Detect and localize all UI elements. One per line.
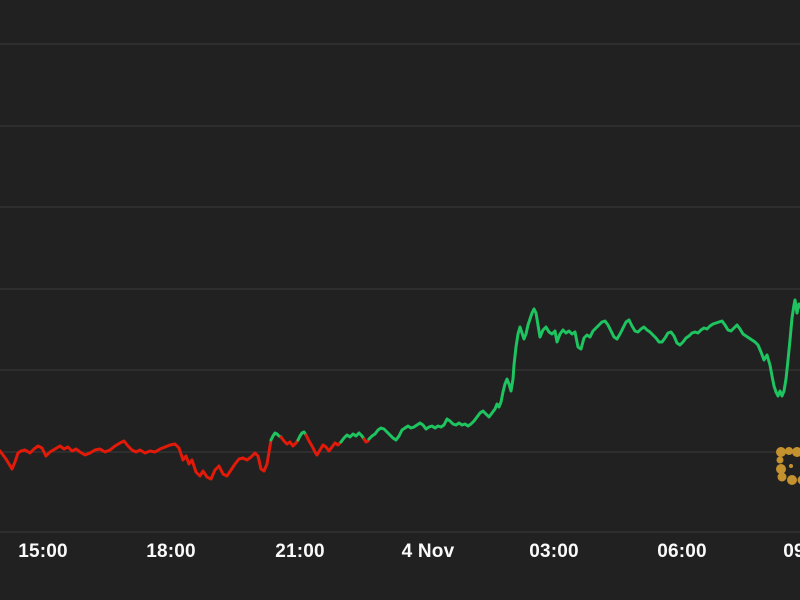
price-line-segment-up — [339, 431, 366, 444]
price-line-segment-down — [0, 438, 273, 481]
price-line-segment-up — [367, 298, 800, 442]
price-line-segment-up — [269, 431, 283, 442]
price-line-segment-down — [279, 435, 300, 448]
coindesk-logo-dot — [787, 475, 797, 485]
price-line-segment-up — [296, 430, 308, 442]
coindesk-logo-dot — [776, 447, 786, 457]
coindesk-logo-dot — [789, 464, 793, 468]
coindesk-logo-dot — [792, 447, 800, 457]
gridlines — [0, 43, 800, 533]
price-line — [0, 298, 800, 481]
coindesk-logo-dot — [785, 447, 793, 455]
coindesk-dots-logo-icon — [776, 447, 800, 485]
coindesk-logo-dot — [777, 472, 787, 482]
coindesk-logo-dot — [797, 475, 800, 485]
price-line-segment-down — [304, 433, 343, 457]
coindesk-logo-dot — [776, 456, 784, 464]
coindesk-logo-dot — [776, 464, 786, 474]
